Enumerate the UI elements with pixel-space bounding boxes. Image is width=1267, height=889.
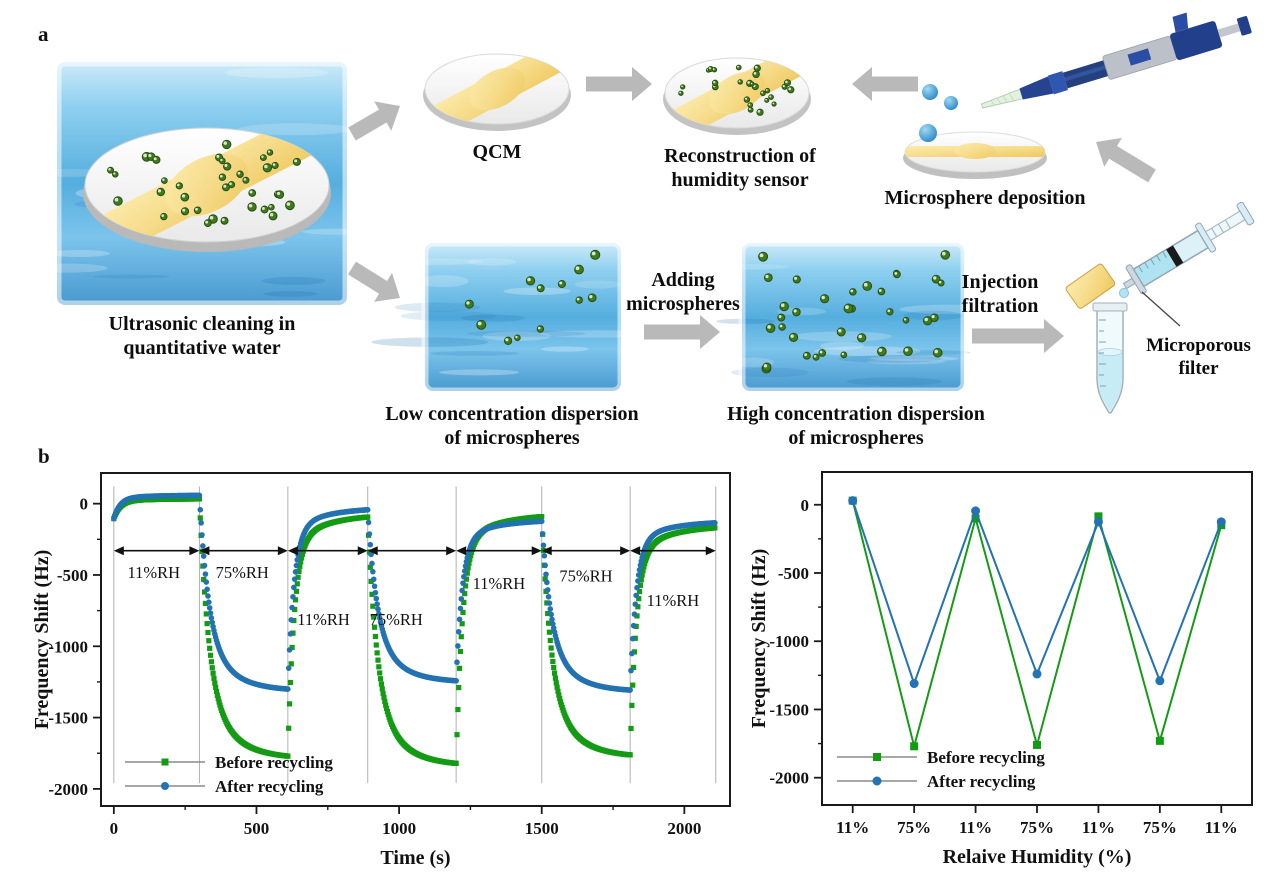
qcm-disc-icon — [423, 53, 571, 131]
syringe-icon — [1122, 201, 1255, 295]
pipette-icon — [980, 12, 1252, 109]
flow-arrow-icon — [348, 261, 400, 302]
series-before-recycling — [111, 496, 718, 766]
svg-text:75%: 75% — [1020, 818, 1054, 837]
svg-text:-2000: -2000 — [769, 769, 809, 788]
svg-text:2000: 2000 — [667, 819, 701, 838]
droplet-icon — [919, 84, 958, 142]
centrifuge-tube-icon — [1092, 302, 1128, 414]
caption-low-dispersion: Low concentration dispersion of microsph… — [385, 403, 639, 449]
legend: Before recycling After recycling — [837, 748, 1045, 791]
flow-arrow-icon — [348, 101, 400, 141]
legend: Before recycling After recycling — [125, 753, 333, 796]
humidity-cycle-chart: 0 -500 -1000 -1500 -2000 11% 75% 11% 75% 11% 75% 11… — [748, 471, 1253, 868]
svg-text:-1500: -1500 — [769, 700, 809, 719]
svg-text:After recycling: After recycling — [927, 772, 1036, 791]
svg-text:Before recycling: Before recycling — [215, 753, 333, 772]
svg-text:-2000: -2000 — [48, 780, 88, 799]
svg-text:Before recycling: Before recycling — [927, 748, 1045, 767]
svg-text:-1500: -1500 — [48, 709, 88, 728]
svg-text:11%RH: 11%RH — [647, 591, 700, 610]
caption-high-dispersion: High concentration dispersion of microsp… — [727, 403, 985, 449]
flow-arrow-icon — [852, 67, 918, 101]
svg-text:11%RH: 11%RH — [473, 574, 526, 593]
svg-text:75%RH: 75%RH — [370, 610, 423, 629]
svg-text:-500: -500 — [778, 564, 809, 583]
svg-text:Relaive Humidity (%): Relaive Humidity (%) — [943, 846, 1132, 868]
caption-adding-microspheres: Adding microspheres — [626, 269, 740, 315]
microsphere-dots — [107, 139, 301, 228]
high-dispersion-illustration — [716, 239, 1001, 395]
svg-text:11%: 11% — [836, 818, 869, 837]
caption-reconstruction: Reconstruction of humidity sensor — [664, 145, 816, 191]
deposition-disc-icon — [903, 131, 1047, 179]
svg-text:75%RH: 75%RH — [216, 563, 269, 582]
svg-text:0: 0 — [801, 496, 810, 515]
humidity-sensor-disc-icon — [663, 57, 811, 135]
caption-microporous-filter: Microporous filter — [1146, 335, 1251, 379]
svg-text:Frequency Shift (Hz): Frequency Shift (Hz) — [31, 550, 53, 730]
flow-arrow-icon — [1096, 137, 1156, 183]
caption-qcm: QCM — [472, 141, 522, 163]
panel-a-illustration — [57, 12, 1255, 414]
microsphere-dots — [758, 250, 951, 374]
svg-text:-500: -500 — [57, 566, 88, 585]
microsphere-dots — [464, 249, 601, 345]
svg-text:500: 500 — [244, 819, 269, 838]
flow-arrow-icon — [644, 315, 720, 349]
svg-text:1500: 1500 — [525, 819, 559, 838]
filter-pointer-line — [1141, 291, 1181, 327]
microporous-filter-icon — [1065, 263, 1116, 309]
low-dispersion-illustration — [371, 239, 658, 395]
svg-text:-1000: -1000 — [48, 637, 88, 656]
svg-text:11%RH: 11%RH — [297, 610, 350, 629]
series-before-recycling — [848, 496, 1226, 751]
rh-segment-arrows — [113, 546, 716, 556]
series-after-recycling — [111, 492, 718, 693]
filtered-drop-icon — [1119, 288, 1129, 298]
svg-text:0: 0 — [110, 819, 119, 838]
svg-text:11%: 11% — [959, 818, 992, 837]
svg-text:After recycling: After recycling — [215, 777, 324, 796]
panel-a-label: a — [38, 22, 49, 46]
svg-text:11%: 11% — [1205, 818, 1238, 837]
flow-arrow-icon — [972, 319, 1064, 353]
caption-ultrasonic-cleaning: Ultrasonic cleaning in quantitative wate… — [108, 313, 296, 359]
svg-text:0: 0 — [80, 495, 89, 514]
svg-text:11%: 11% — [1082, 818, 1115, 837]
svg-text:Time (s): Time (s) — [380, 847, 450, 869]
svg-text:-1000: -1000 — [769, 632, 809, 651]
svg-text:75%: 75% — [897, 818, 931, 837]
svg-text:11%RH: 11%RH — [127, 563, 180, 582]
caption-injection-filtration: Injection filtration — [961, 271, 1039, 317]
microsphere-dots — [678, 64, 795, 116]
time-response-chart: 11%RH 75%RH 11%RH 75%RH 11%RH 75%RH 11%RH 0 -500… — [31, 472, 731, 869]
svg-text:Frequency Shift (Hz): Frequency Shift (Hz) — [748, 549, 770, 729]
svg-text:75%: 75% — [1143, 818, 1177, 837]
svg-text:1000: 1000 — [382, 819, 416, 838]
panel-b-label: b — [38, 444, 50, 468]
svg-text:75%RH: 75%RH — [559, 567, 612, 586]
series-after-recycling — [848, 496, 1226, 689]
flow-arrow-icon — [586, 67, 652, 101]
caption-deposition: Microsphere deposition — [884, 187, 1086, 209]
